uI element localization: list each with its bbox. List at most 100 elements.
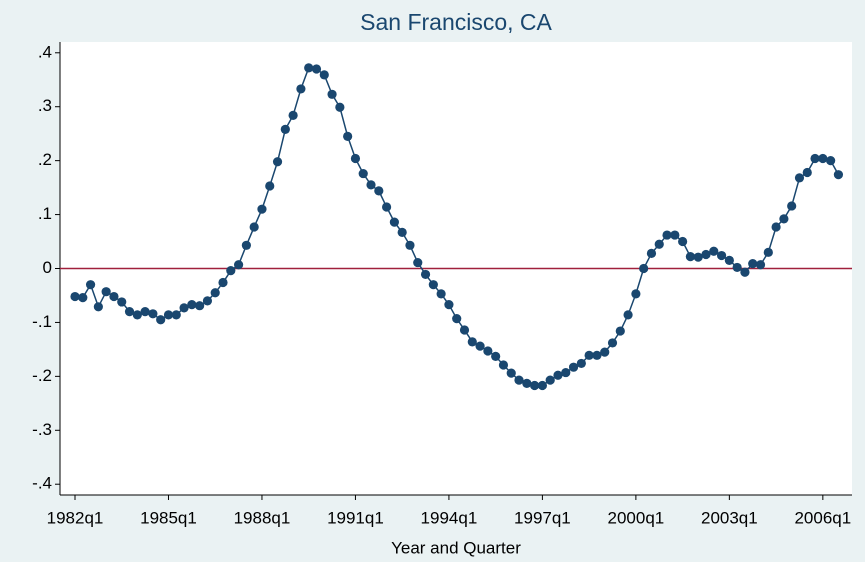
x-tick-label: 2006q1: [794, 508, 851, 527]
data-point: [233, 260, 244, 270]
data-point: [444, 300, 454, 310]
data-point: [615, 326, 625, 336]
data-point: [117, 297, 127, 307]
data-point: [195, 301, 205, 311]
data-point: [148, 309, 158, 319]
data-point: [132, 310, 142, 320]
data-point: [802, 167, 812, 178]
data-point: [561, 367, 571, 378]
data-point: [265, 181, 275, 191]
data-point: [335, 102, 345, 112]
y-tick-label: .4: [38, 42, 52, 61]
data-point: [140, 307, 150, 317]
data-point: [304, 63, 314, 73]
data-point: [187, 300, 197, 310]
data-point: [787, 201, 797, 211]
x-tick-label: 1994q1: [421, 508, 478, 527]
data-point: [826, 156, 836, 166]
data-point: [685, 252, 696, 262]
data-point: [93, 302, 103, 312]
y-tick-label: .3: [38, 96, 52, 115]
data-point: [163, 310, 174, 320]
data-point: [467, 337, 477, 347]
data-point: [662, 230, 672, 240]
data-point: [358, 168, 368, 179]
data-point: [568, 362, 579, 372]
y-tick-label: .2: [38, 150, 52, 169]
data-point: [693, 252, 703, 262]
data-point: [631, 289, 641, 299]
data-point: [420, 269, 431, 280]
data-point: [109, 291, 119, 302]
data-point: [530, 380, 540, 391]
data-point: [732, 262, 742, 273]
data-point: [491, 351, 501, 362]
data-point: [716, 250, 727, 261]
data-point: [70, 291, 80, 302]
x-tick-label: 1988q1: [234, 508, 291, 527]
data-point: [537, 380, 548, 391]
data-point: [498, 360, 509, 370]
data-point: [171, 310, 181, 320]
data-point: [763, 247, 773, 257]
y-tick-label: -.2: [32, 366, 52, 385]
data-point: [600, 347, 610, 357]
data-point: [257, 204, 267, 214]
x-axis-title: Year and Quarter: [391, 538, 521, 557]
data-point: [397, 227, 407, 237]
x-tick-label: 1985q1: [140, 508, 197, 527]
data-point: [405, 240, 415, 250]
data-point: [319, 70, 329, 80]
data-point: [748, 259, 758, 269]
data-point: [833, 170, 844, 180]
chart-title: San Francisco, CA: [360, 9, 552, 35]
data-point: [350, 153, 361, 164]
data-point: [592, 350, 602, 360]
y-tick-label: .1: [38, 204, 52, 223]
data-point: [639, 263, 649, 274]
data-point: [576, 358, 586, 369]
data-point: [545, 375, 555, 385]
x-tick-label: 1997q1: [514, 508, 571, 527]
data-point: [101, 287, 111, 297]
data-point: [514, 375, 524, 385]
data-point: [678, 236, 688, 247]
data-point: [249, 222, 259, 232]
data-point: [280, 124, 290, 134]
x-tick-label: 2000q1: [608, 508, 665, 527]
data-point: [311, 64, 322, 74]
data-point: [202, 296, 213, 306]
data-point: [670, 230, 680, 240]
data-point: [343, 131, 353, 141]
data-point: [218, 277, 228, 288]
x-tick-label: 2003q1: [701, 508, 758, 527]
data-point: [296, 84, 306, 94]
data-point: [288, 110, 298, 120]
y-tick-label: -.1: [32, 312, 52, 331]
data-point: [709, 246, 719, 256]
data-point: [646, 248, 657, 258]
data-point: [78, 293, 88, 303]
data-point: [483, 346, 493, 356]
data-point: [701, 249, 711, 260]
data-point: [818, 153, 828, 164]
data-point: [459, 325, 470, 335]
data-point: [506, 368, 516, 378]
data-point: [226, 266, 236, 276]
data-point: [522, 378, 532, 388]
data-point: [156, 315, 166, 325]
data-point: [475, 341, 485, 351]
data-point: [179, 303, 189, 313]
data-point: [389, 217, 399, 227]
data-point: [327, 89, 337, 99]
data-point: [584, 350, 594, 360]
x-tick-label: 1982q1: [47, 508, 104, 527]
y-tick-label: 0: [43, 258, 52, 277]
data-point: [241, 240, 251, 250]
data-point: [794, 173, 805, 183]
data-point: [654, 239, 664, 249]
data-point: [810, 153, 820, 164]
data-point: [724, 255, 734, 266]
data-point: [779, 214, 789, 224]
